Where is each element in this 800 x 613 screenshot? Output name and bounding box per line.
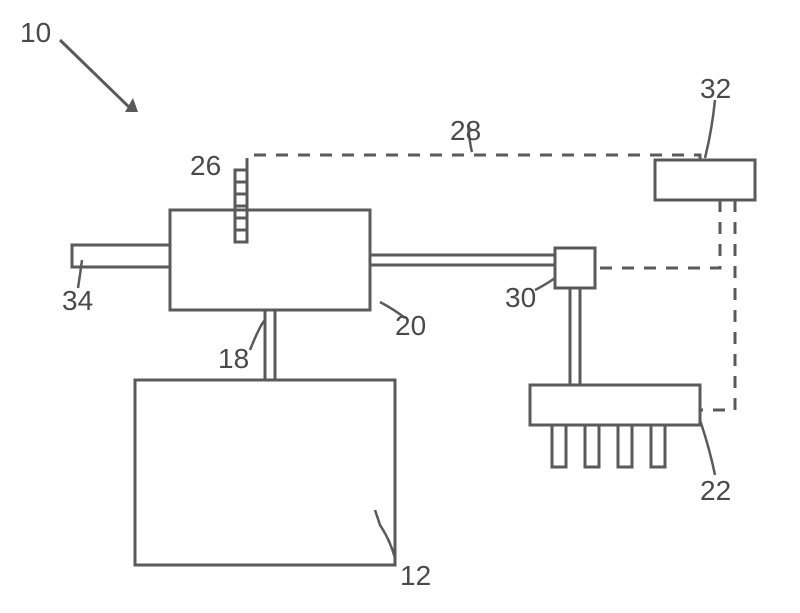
schematic-diagram: 10 12 18 20 22 26 28 30 32 34 xyxy=(0,0,800,613)
label-n22: 22 xyxy=(700,475,731,506)
leader-n32 xyxy=(705,100,715,158)
leader-n18 xyxy=(250,320,265,350)
label-n32: 32 xyxy=(700,73,731,104)
manifold-leg-3 xyxy=(651,425,665,467)
node-block30 xyxy=(555,248,595,288)
edge-e32_30 xyxy=(595,200,720,268)
manifold-leg-0 xyxy=(552,425,566,467)
label-n30: 30 xyxy=(505,282,536,313)
node-manifold22_body xyxy=(530,385,700,425)
edge-e32_22 xyxy=(700,200,735,410)
label-n12: 12 xyxy=(400,560,431,591)
manifold-leg-1 xyxy=(585,425,599,467)
leader-n30 xyxy=(535,278,555,290)
edge-e28 xyxy=(247,155,700,170)
label-n18: 18 xyxy=(218,343,249,374)
node-stub34 xyxy=(72,245,170,267)
leader-n34 xyxy=(78,260,82,288)
manifold-leg-2 xyxy=(618,425,632,467)
node-block32 xyxy=(655,160,755,200)
label-n28: 28 xyxy=(450,115,481,146)
leader-n22 xyxy=(700,420,715,475)
label-n26: 26 xyxy=(190,150,221,181)
node-block12 xyxy=(135,380,395,565)
leader-n12 xyxy=(375,510,395,558)
label-n10: 10 xyxy=(20,17,51,48)
label-n20: 20 xyxy=(395,310,426,341)
label-n34: 34 xyxy=(62,285,93,316)
node-block20 xyxy=(170,210,370,310)
edge-e18 xyxy=(265,310,275,380)
arrow-10-line xyxy=(60,40,130,108)
